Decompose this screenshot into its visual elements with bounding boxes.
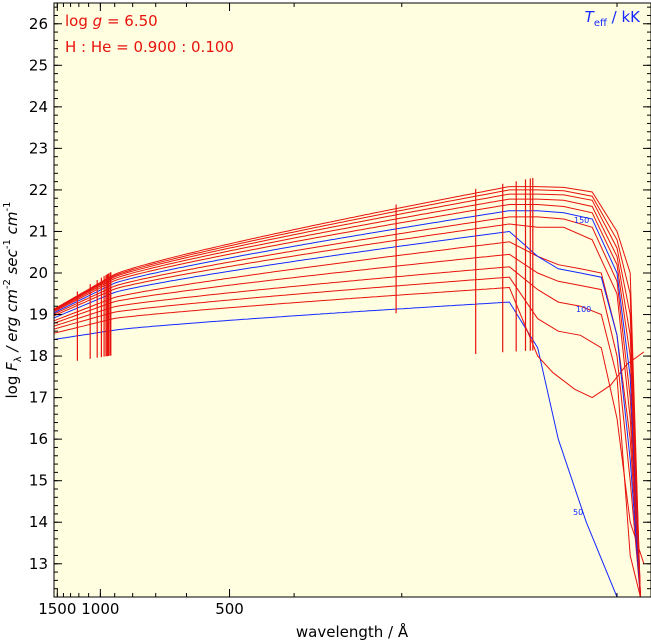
flux-curve-teff-100 xyxy=(54,241,641,597)
x-axis-title: wavelength / Å xyxy=(296,622,409,641)
y-tick-label: 23 xyxy=(29,139,48,157)
y-tick-label: 18 xyxy=(29,347,48,365)
y-tick-label: 20 xyxy=(29,264,48,282)
y-axis: 13 14 15 16 17 18 19 20 21 22 23 24 25 26 xyxy=(29,6,651,598)
flux-curve-teff-160 xyxy=(54,198,641,597)
curve-label-50: 50 xyxy=(573,508,583,517)
x-axis: 1500 1000 500 xyxy=(38,3,618,618)
flux-curve-teff-50 xyxy=(54,301,618,597)
flux-curve-teff-90 xyxy=(54,253,641,597)
flux-curve-teff-110 xyxy=(54,230,641,597)
y-tick-label: 24 xyxy=(29,98,48,116)
surface-gravity-label: log g = 6.50 xyxy=(65,12,158,30)
x-tick-label: 1000 xyxy=(81,600,119,618)
y-tick-label: 14 xyxy=(29,513,48,531)
composition-label: H : He = 0.900 : 0.100 xyxy=(65,38,234,56)
x-tick-label: 1500 xyxy=(38,600,76,618)
flux-curve-teff-190 xyxy=(54,186,641,597)
flux-curve-teff-170 xyxy=(54,193,641,597)
y-tick-label: 22 xyxy=(29,181,48,199)
plot-frame xyxy=(53,2,651,598)
flux-curves xyxy=(54,186,645,597)
flux-curve-teff-130 xyxy=(54,216,641,597)
flux-curve-teff-80 xyxy=(54,266,641,597)
flux-curve-teff-140 xyxy=(54,210,641,597)
flux-curve-teff-180 xyxy=(54,189,641,597)
y-tick-label: 16 xyxy=(29,430,48,448)
flux-curve-teff-120 xyxy=(54,223,641,597)
x-tick-label: 500 xyxy=(215,600,244,618)
flux-curve-teff-150 xyxy=(54,204,641,597)
y-tick-label: 17 xyxy=(29,389,48,407)
curve-label-150: 150 xyxy=(574,216,589,225)
flux-curve-teff-60 xyxy=(54,286,645,399)
curve-label-100: 100 xyxy=(576,305,591,314)
y-tick-label: 21 xyxy=(29,222,48,240)
absorption-lines xyxy=(76,178,534,361)
y-tick-label: 25 xyxy=(29,56,48,74)
y-tick-label: 26 xyxy=(29,15,48,33)
y-tick-label: 13 xyxy=(29,555,48,573)
teff-legend-label: Teff / kK xyxy=(585,8,641,29)
flux-curve-teff-70 xyxy=(54,276,645,564)
y-tick-label: 19 xyxy=(29,306,48,324)
plot-area xyxy=(54,3,651,597)
y-tick-label: 15 xyxy=(29,472,48,490)
y-axis-title: log Fλ / erg cm-2 sec-1 cm-1 xyxy=(2,202,24,399)
